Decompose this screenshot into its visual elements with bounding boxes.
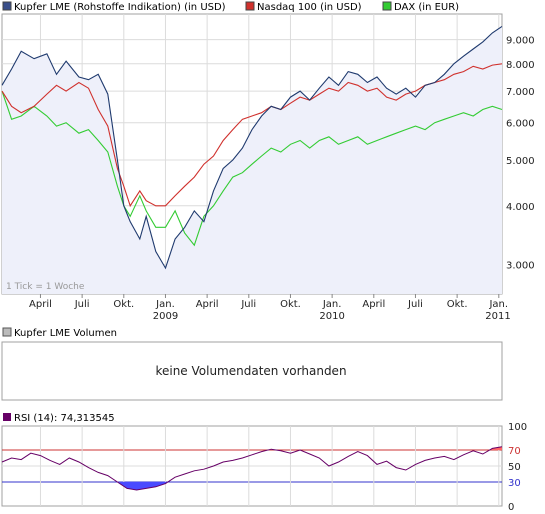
price-y-tick-label: 3.000 <box>506 261 535 272</box>
legend-swatch-dax <box>382 1 392 11</box>
price-year-label: 2010 <box>319 311 344 322</box>
price-year-label: 2009 <box>153 311 178 322</box>
volume-title: Kupfer LME Volumen <box>14 328 117 339</box>
price-x-tick-label: April <box>362 299 385 310</box>
rsi-y-tick-label: 30 <box>508 478 521 489</box>
volume-no-data-message: keine Volumendaten vorhanden <box>155 364 347 378</box>
price-legend: Kupfer LME (Rohstoffe Indikation) (in US… <box>2 1 459 13</box>
rsi-y-axis: 100 70 50 30 0 <box>508 422 527 513</box>
price-x-tick-label: Juli <box>240 299 256 310</box>
price-x-tick-label: Okt. <box>113 299 134 310</box>
rsi-grid <box>2 426 502 506</box>
rsi-legend-swatch <box>3 413 11 421</box>
rsi-y-tick-label: 100 <box>508 422 527 433</box>
legend-swatch-kupfer <box>2 1 12 11</box>
price-x-tick-label: Jan. <box>488 299 508 310</box>
volume-plot-frame <box>1 341 503 401</box>
price-x-tick-label: Jan. <box>155 299 175 310</box>
legend-swatch-nasdaq <box>245 1 255 11</box>
price-panel: 1 Tick = 1 Woche 3.000 4.000 5.000 6.000 7.0… <box>1 13 535 322</box>
volume-panel: Kupfer LME Volumen <box>1 327 503 401</box>
rsi-oversold-fill <box>117 482 168 490</box>
legend-label-dax: DAX (in EUR) <box>394 2 459 13</box>
tick-note: 1 Tick = 1 Woche <box>6 282 85 292</box>
volume-legend-swatch <box>2 327 12 337</box>
price-y-tick-label: 5.000 <box>506 156 535 167</box>
rsi-y-tick-label: 50 <box>508 462 521 473</box>
price-y-tick-label: 6.000 <box>506 119 535 130</box>
price-y-tick-label: 7.000 <box>506 87 535 98</box>
price-x-tick-label: April <box>196 299 219 310</box>
price-y-axis: 3.000 4.000 5.000 6.000 7.000 8.000 9.000 <box>506 36 535 272</box>
rsi-series-line <box>1 446 503 491</box>
rsi-y-tick-label: 0 <box>508 502 514 513</box>
rsi-panel: RSI (14): 74,313545 100 70 50 30 0 <box>1 413 527 513</box>
price-x-tick-label: Juli <box>74 299 90 310</box>
price-x-tick-label: Jan. <box>322 299 342 310</box>
price-series-lines <box>1 25 503 270</box>
price-x-axis: April Juli Okt. Jan. April Juli Okt. Jan. April J… <box>29 294 511 322</box>
price-x-tick-label: Okt. <box>280 299 301 310</box>
price-y-tick-label: 8.000 <box>506 60 535 71</box>
price-x-tick-label: Okt. <box>447 299 468 310</box>
legend-label-kupfer: Kupfer LME (Rohstoffe Indikation) (in US… <box>14 2 226 13</box>
rsi-y-tick-label: 70 <box>508 446 521 457</box>
kupfer-area-fill <box>2 26 502 295</box>
price-year-label: 2011 <box>485 311 510 322</box>
rsi-zone-fills <box>117 446 502 490</box>
price-y-tick-label: 4.000 <box>506 202 535 213</box>
price-x-tick-label: April <box>29 299 52 310</box>
price-y-tick-label: 9.000 <box>506 36 535 47</box>
price-x-tick-label: Juli <box>407 299 423 310</box>
legend-label-nasdaq: Nasdaq 100 (in USD) <box>257 2 362 13</box>
rsi-line <box>1 446 503 491</box>
rsi-title: RSI (14): 74,313545 <box>14 413 115 424</box>
